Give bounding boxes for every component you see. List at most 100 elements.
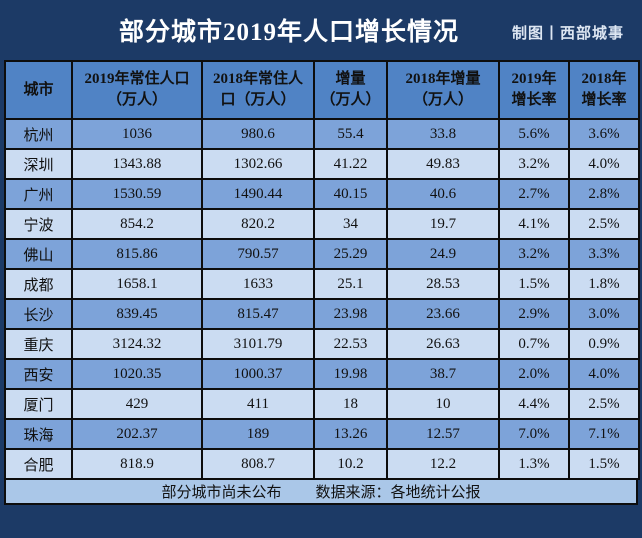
column-header-0: 城市 [4,60,73,120]
value-cell: 26.63 [386,328,500,360]
table-row: 宁波 854.2 820.2 34 19.7 4.1% 2.5% [4,208,640,240]
value-cell: 3.2% [498,238,570,270]
value-cell: 1020.35 [71,358,203,390]
column-header-4: 2018年增量 （万人） [386,60,500,120]
city-cell: 长沙 [4,298,73,330]
table-row: 合肥 818.9 808.7 10.2 12.2 1.3% 1.5% [4,448,640,480]
value-cell: 815.86 [71,238,203,270]
value-cell: 5.6% [498,118,570,150]
footer-bar: 部分城市尚未公布 数据来源：各地统计公报 [4,480,638,505]
value-cell: 1633 [201,268,315,300]
value-cell: 19.98 [313,358,388,390]
city-cell: 重庆 [4,328,73,360]
value-cell: 1.5% [568,448,640,480]
value-cell: 1.3% [498,448,570,480]
table-row: 长沙 839.45 815.47 23.98 23.66 2.9% 3.0% [4,298,640,330]
population-table: 城市 2019年常住人口 （万人） 2018年常住人 口（万人） 增量 （万人） 201… [4,60,640,480]
table-header: 城市 2019年常住人口 （万人） 2018年常住人 口（万人） 增量 （万人） 201… [4,60,640,120]
value-cell: 189 [201,418,315,450]
value-cell: 3124.32 [71,328,203,360]
value-cell: 13.26 [313,418,388,450]
value-cell: 4.4% [498,388,570,420]
value-cell: 28.53 [386,268,500,300]
value-cell: 202.37 [71,418,203,450]
footer-note: 部分城市尚未公布 [161,485,282,501]
table-row: 广州 1530.59 1490.44 40.15 40.6 2.7% 2.8% [4,178,640,210]
value-cell: 38.7 [386,358,500,390]
value-cell: 3.0% [568,298,640,330]
table-row: 深圳 1343.88 1302.66 41.22 49.83 3.2% 4.0% [4,148,640,180]
value-cell: 19.7 [386,208,500,240]
value-cell: 12.2 [386,448,500,480]
column-header-6: 2018年 增长率 [568,60,640,120]
value-cell: 1343.88 [71,148,203,180]
value-cell: 40.15 [313,178,388,210]
value-cell: 24.9 [386,238,500,270]
value-cell: 1.8% [568,268,640,300]
value-cell: 18 [313,388,388,420]
value-cell: 4.0% [568,148,640,180]
value-cell: 2.7% [498,178,570,210]
title-bar: 部分城市2019年人口增长情况 制图丨西部城事 [0,0,642,60]
value-cell: 1490.44 [201,178,315,210]
value-cell: 1036 [71,118,203,150]
value-cell: 3.2% [498,148,570,180]
value-cell: 980.6 [201,118,315,150]
city-cell: 佛山 [4,238,73,270]
city-cell: 珠海 [4,418,73,450]
value-cell: 12.57 [386,418,500,450]
value-cell: 0.7% [498,328,570,360]
table-row: 成都 1658.1 1633 25.1 28.53 1.5% 1.8% [4,268,640,300]
column-header-2: 2018年常住人 口（万人） [201,60,315,120]
value-cell: 7.0% [498,418,570,450]
table-row: 佛山 815.86 790.57 25.29 24.9 3.2% 3.3% [4,238,640,270]
value-cell: 790.57 [201,238,315,270]
table-row: 重庆 3124.32 3101.79 22.53 26.63 0.7% 0.9% [4,328,640,360]
value-cell: 49.83 [386,148,500,180]
value-cell: 1000.37 [201,358,315,390]
value-cell: 22.53 [313,328,388,360]
value-cell: 41.22 [313,148,388,180]
data-source: 数据来源：各地统计公报 [315,485,481,501]
value-cell: 815.47 [201,298,315,330]
city-cell: 合肥 [4,448,73,480]
value-cell: 3.3% [568,238,640,270]
value-cell: 839.45 [71,298,203,330]
value-cell: 1302.66 [201,148,315,180]
table-row: 西安 1020.35 1000.37 19.98 38.7 2.0% 4.0% [4,358,640,390]
value-cell: 33.8 [386,118,500,150]
value-cell: 429 [71,388,203,420]
city-cell: 广州 [4,178,73,210]
value-cell: 4.1% [498,208,570,240]
value-cell: 3101.79 [201,328,315,360]
value-cell: 854.2 [71,208,203,240]
city-cell: 西安 [4,358,73,390]
table-row: 珠海 202.37 189 13.26 12.57 7.0% 7.1% [4,418,640,450]
value-cell: 1658.1 [71,268,203,300]
value-cell: 23.66 [386,298,500,330]
value-cell: 1.5% [498,268,570,300]
value-cell: 411 [201,388,315,420]
value-cell: 25.1 [313,268,388,300]
value-cell: 40.6 [386,178,500,210]
table-body: 杭州 1036 980.6 55.4 33.8 5.6% 3.6% 深圳 1343.88 1302… [4,118,640,480]
table-row: 杭州 1036 980.6 55.4 33.8 5.6% 3.6% [4,118,640,150]
value-cell: 818.9 [71,448,203,480]
value-cell: 23.98 [313,298,388,330]
table-row: 厦门 429 411 18 10 4.4% 2.5% [4,388,640,420]
city-cell: 成都 [4,268,73,300]
value-cell: 10.2 [313,448,388,480]
header-row: 城市 2019年常住人口 （万人） 2018年常住人 口（万人） 增量 （万人） 201… [4,60,640,120]
value-cell: 2.8% [568,178,640,210]
value-cell: 4.0% [568,358,640,390]
city-cell: 厦门 [4,388,73,420]
value-cell: 2.5% [568,208,640,240]
value-cell: 2.9% [498,298,570,330]
page-title: 部分城市2019年人口增长情况 [118,19,460,46]
value-cell: 2.0% [498,358,570,390]
city-cell: 宁波 [4,208,73,240]
value-cell: 34 [313,208,388,240]
city-cell: 杭州 [4,118,73,150]
value-cell: 55.4 [313,118,388,150]
